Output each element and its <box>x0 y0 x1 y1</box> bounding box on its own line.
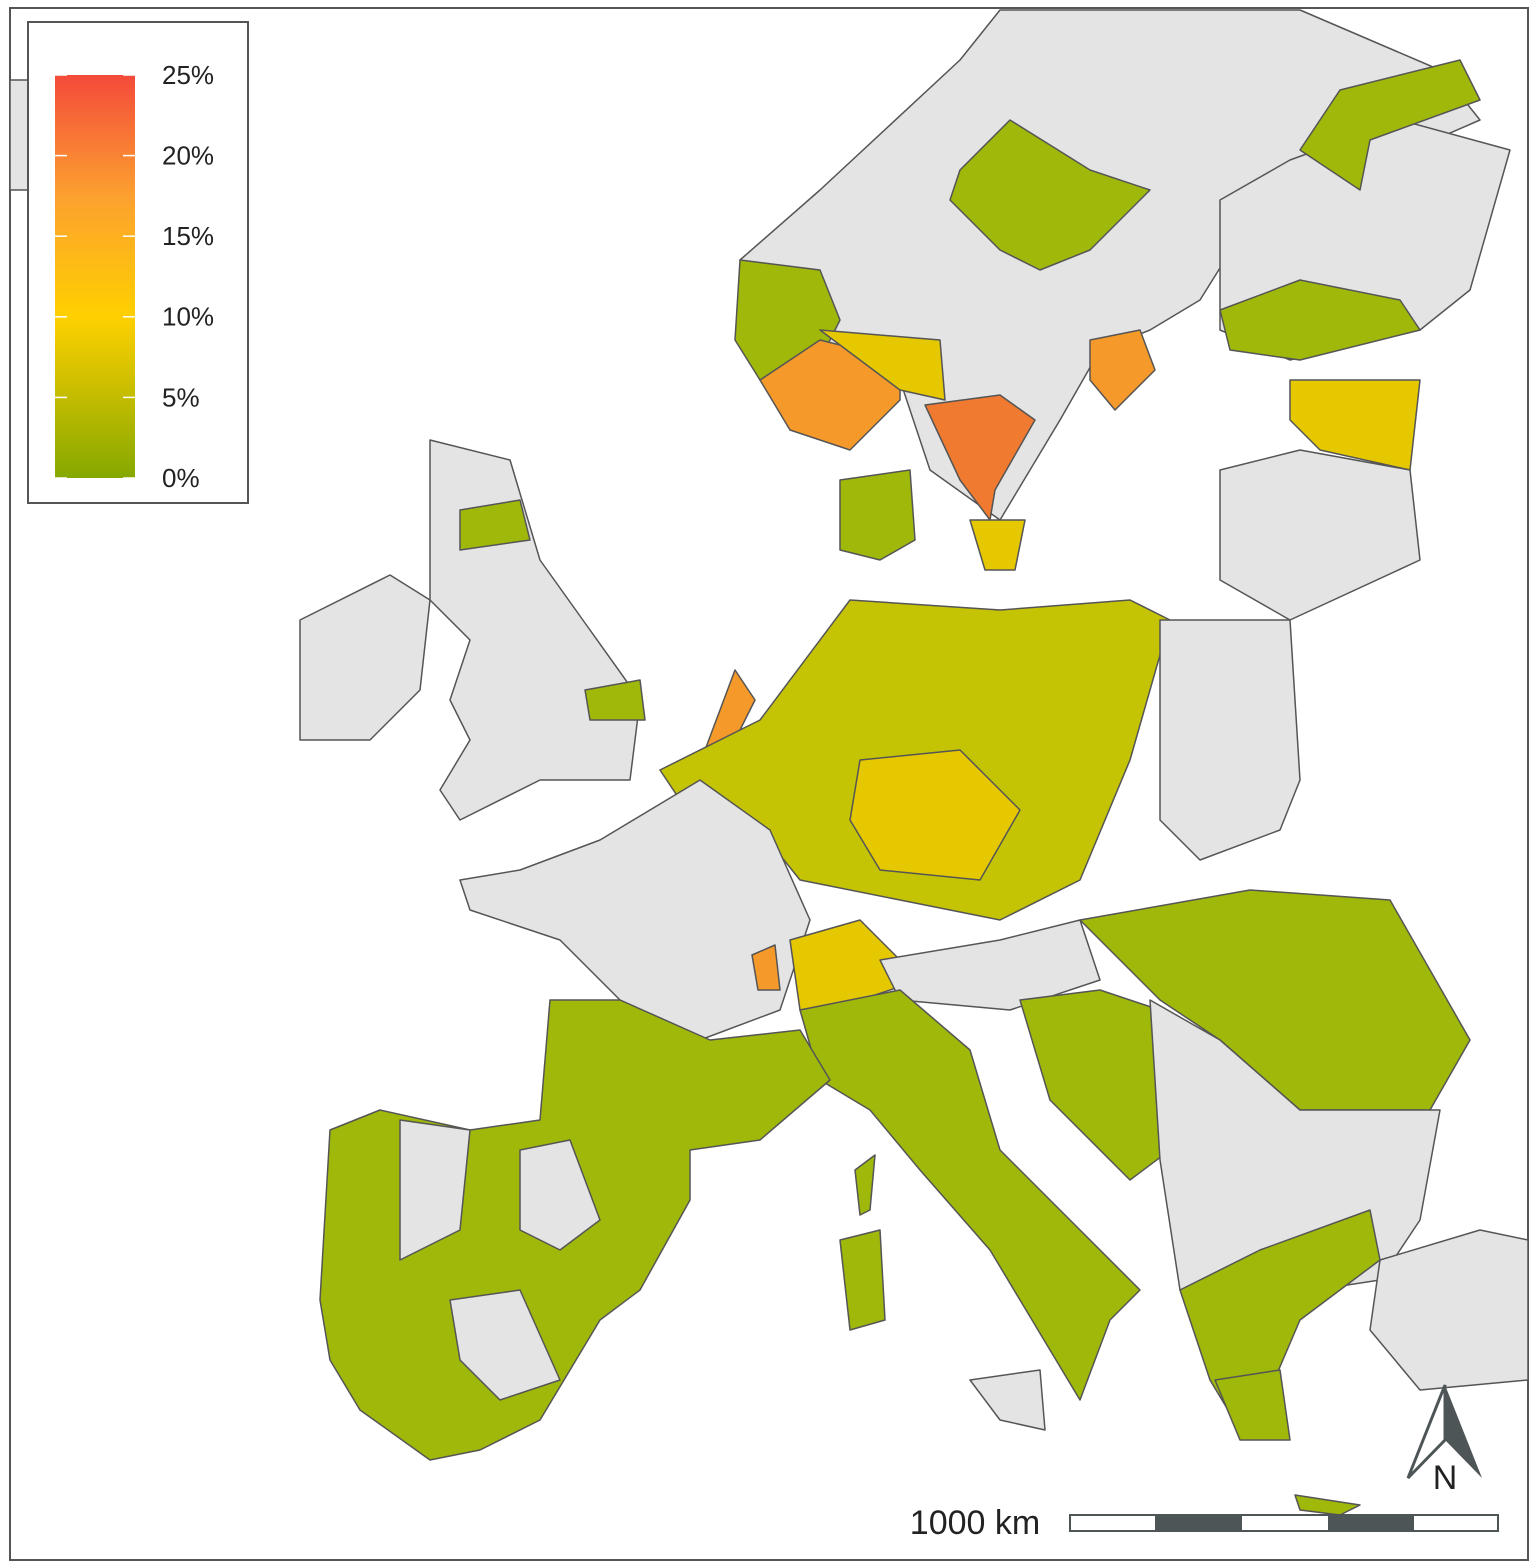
color-bar <box>55 75 135 478</box>
legend-tick-label: 15% <box>162 221 214 251</box>
legend-tick-label: 0% <box>162 463 200 493</box>
scale-bar-label: 1000 km <box>910 1504 1040 1542</box>
regions <box>9 9 1529 1516</box>
scale-bar: 1000 km <box>910 1504 1499 1542</box>
north-arrow: N <box>1406 1384 1482 1497</box>
scale-bar-segment <box>1155 1515 1242 1531</box>
legend-tick-label: 10% <box>162 302 214 332</box>
legend-tick-label: 5% <box>162 382 200 412</box>
scale-bar-segment <box>1328 1515 1414 1531</box>
legend-tick-label: 20% <box>162 140 214 170</box>
north-label: N <box>1433 1459 1458 1497</box>
legend-tick-label: 25% <box>162 60 214 90</box>
arrow-right <box>1445 1385 1482 1478</box>
legend: 0% 5% 10% 15% 20% 25% <box>27 21 249 504</box>
scale-bar-frame <box>1069 1514 1499 1532</box>
